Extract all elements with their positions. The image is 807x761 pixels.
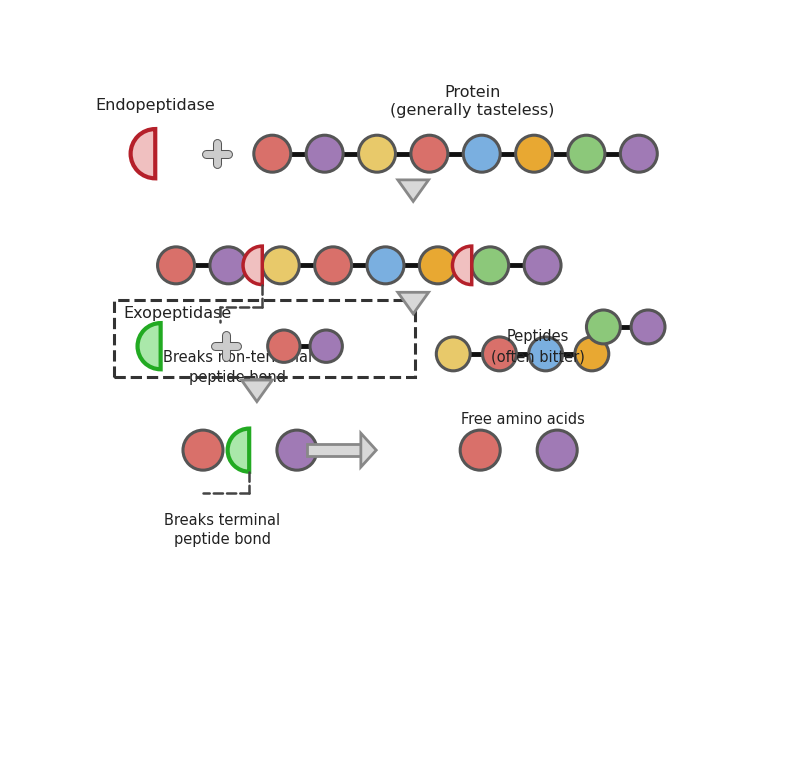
- Polygon shape: [307, 444, 361, 457]
- Wedge shape: [453, 246, 472, 285]
- Wedge shape: [131, 129, 155, 178]
- Circle shape: [420, 247, 456, 284]
- Circle shape: [529, 337, 562, 371]
- Circle shape: [183, 430, 223, 470]
- Text: Breaks non-terminal
peptide bond: Breaks non-terminal peptide bond: [163, 350, 312, 385]
- Circle shape: [483, 337, 516, 371]
- Circle shape: [210, 247, 247, 284]
- Circle shape: [310, 330, 342, 362]
- Circle shape: [437, 337, 470, 371]
- Text: Peptides
(often bitter): Peptides (often bitter): [491, 330, 585, 364]
- Text: Exopeptidase: Exopeptidase: [123, 306, 232, 321]
- Circle shape: [277, 430, 317, 470]
- Circle shape: [575, 337, 608, 371]
- Text: Free amino acids: Free amino acids: [461, 412, 584, 427]
- Circle shape: [472, 247, 508, 284]
- Text: Protein
(generally tasteless): Protein (generally tasteless): [391, 84, 554, 118]
- Circle shape: [587, 310, 621, 344]
- Circle shape: [537, 430, 577, 470]
- Circle shape: [524, 247, 561, 284]
- Circle shape: [568, 135, 605, 172]
- Text: Breaks terminal
peptide bond: Breaks terminal peptide bond: [164, 512, 280, 547]
- Circle shape: [411, 135, 448, 172]
- Polygon shape: [251, 378, 263, 380]
- Circle shape: [262, 247, 299, 284]
- Polygon shape: [241, 380, 272, 402]
- Circle shape: [315, 247, 352, 284]
- Circle shape: [306, 135, 343, 172]
- Polygon shape: [398, 292, 429, 314]
- Polygon shape: [398, 180, 429, 202]
- Wedge shape: [137, 323, 161, 369]
- Circle shape: [621, 135, 657, 172]
- Circle shape: [367, 247, 404, 284]
- Circle shape: [358, 135, 395, 172]
- Circle shape: [631, 310, 665, 344]
- Circle shape: [268, 330, 300, 362]
- Wedge shape: [228, 428, 249, 472]
- Circle shape: [516, 135, 553, 172]
- Circle shape: [157, 247, 194, 284]
- Circle shape: [463, 135, 500, 172]
- Text: Endopeptidase: Endopeptidase: [95, 98, 215, 113]
- Polygon shape: [361, 433, 376, 467]
- Circle shape: [254, 135, 291, 172]
- Wedge shape: [243, 246, 262, 285]
- Circle shape: [460, 430, 500, 470]
